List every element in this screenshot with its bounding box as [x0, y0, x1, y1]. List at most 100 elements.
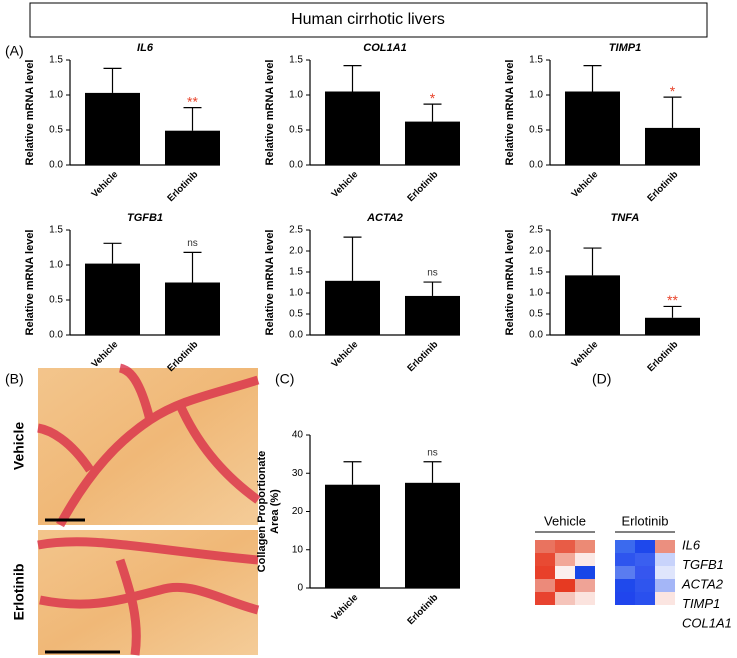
y-tick-label: 0 [297, 583, 303, 594]
error-bar [103, 242, 122, 264]
error-bar [663, 305, 682, 318]
error-bar [423, 461, 442, 483]
y-axis-label: Relative mRNA level [264, 230, 276, 336]
bar [565, 91, 620, 165]
bar [85, 263, 140, 335]
heatmap-cell [635, 566, 655, 579]
heatmap-cell [575, 553, 595, 566]
y-tick-label: 1.0 [289, 90, 303, 101]
x-tick-label: Vehicle [329, 592, 360, 623]
x-tick-label: Erlotinib [405, 169, 440, 204]
y-tick-label: 0.0 [49, 330, 63, 341]
heatmap-cell [635, 579, 655, 592]
heatmap-cell [575, 540, 595, 553]
y-tick-label: 1.0 [289, 288, 303, 299]
heatmap-cell [635, 540, 655, 553]
x-tick-label: Vehicle [329, 339, 360, 370]
bar [405, 295, 460, 335]
significance: ns [427, 268, 438, 279]
y-tick-label: 2.0 [529, 246, 543, 257]
y-tick-label: 1.5 [49, 55, 63, 66]
x-tick-label: Vehicle [569, 339, 600, 370]
y-tick-label: 2.5 [529, 225, 543, 236]
significance: ns [187, 238, 198, 249]
group-label: Vehicle [544, 513, 586, 528]
x-tick-label: Vehicle [89, 339, 120, 370]
heatmap-cell [535, 540, 555, 553]
y-tick-label: 40 [292, 430, 304, 441]
heatmap-cell [555, 566, 575, 579]
y-tick-label: 0.0 [49, 160, 63, 171]
heatmap-cell [535, 566, 555, 579]
y-axis-label: Relative mRNA level [24, 230, 36, 336]
y-axis-label: Relative mRNA level [264, 60, 276, 166]
significance: ** [187, 93, 198, 109]
heatmap-cell [575, 579, 595, 592]
chart-title: ACTA2 [366, 212, 403, 224]
gene-label: ACTA2 [681, 576, 724, 591]
heatmap-cell [555, 540, 575, 553]
heatmap-cell [615, 540, 635, 553]
significance: * [430, 90, 436, 106]
y-tick-label: 20 [292, 506, 304, 517]
x-tick-label: Vehicle [329, 169, 360, 200]
y-axis-label: Collagen Proportionate [256, 451, 268, 573]
y-axis-label: Relative mRNA level [504, 230, 516, 336]
y-tick-label: 1.5 [529, 55, 543, 66]
y-axis-label: Relative mRNA level [504, 60, 516, 166]
error-bar [423, 281, 442, 296]
image-label: Erlotinib [11, 564, 27, 621]
x-tick-label: Erlotinib [165, 169, 200, 204]
y-tick-label: 2.0 [289, 246, 303, 257]
y-axis-label: Relative mRNA level [24, 60, 36, 166]
bar [325, 91, 380, 165]
heatmap-cell [615, 579, 635, 592]
bar [325, 280, 380, 335]
heatmap-cell [555, 553, 575, 566]
gene-label: TIMP1 [682, 596, 720, 611]
heatmap-cell [615, 592, 635, 605]
figure-title: Human cirrhotic livers [291, 11, 445, 28]
significance: ns [427, 447, 438, 458]
error-bar [583, 64, 602, 92]
stain [37, 363, 261, 528]
y-tick-label: 1.0 [49, 260, 63, 271]
error-bar [183, 106, 202, 131]
heatmap-cell [535, 579, 555, 592]
heatmap-cell [635, 592, 655, 605]
image-label: Vehicle [11, 422, 27, 470]
heatmap-cell [655, 592, 675, 605]
bar [645, 317, 700, 335]
heatmap-cell [615, 566, 635, 579]
bar [565, 275, 620, 335]
bar [645, 127, 700, 165]
bar [325, 484, 380, 588]
x-tick-label: Erlotinib [645, 339, 680, 374]
y-tick-label: 0.5 [289, 125, 303, 136]
error-bar [343, 236, 362, 281]
y-tick-label: 2.5 [289, 225, 303, 236]
error-bar [183, 251, 202, 283]
x-tick-label: Vehicle [569, 169, 600, 200]
y-tick-label: 1.0 [529, 288, 543, 299]
y-tick-label: 1.0 [529, 90, 543, 101]
y-tick-label: 0.0 [289, 330, 303, 341]
gene-label: IL6 [682, 537, 701, 552]
panel-label: (D) [592, 371, 611, 387]
x-tick-label: Erlotinib [405, 592, 440, 627]
group-label: Erlotinib [622, 513, 669, 528]
error-bar [343, 64, 362, 92]
error-bar [343, 461, 362, 485]
heatmap-cell [615, 553, 635, 566]
y-tick-label: 0.0 [529, 160, 543, 171]
bar [405, 482, 460, 588]
error-bar [583, 247, 602, 276]
y-axis-label: Area (%) [269, 489, 281, 534]
error-bar [423, 103, 442, 122]
y-tick-label: 0.5 [529, 125, 543, 136]
gene-label: COL1A1 [682, 615, 732, 630]
chart-title: COL1A1 [363, 42, 406, 54]
heatmap-cell [535, 592, 555, 605]
chart-title: TGFB1 [127, 212, 163, 224]
